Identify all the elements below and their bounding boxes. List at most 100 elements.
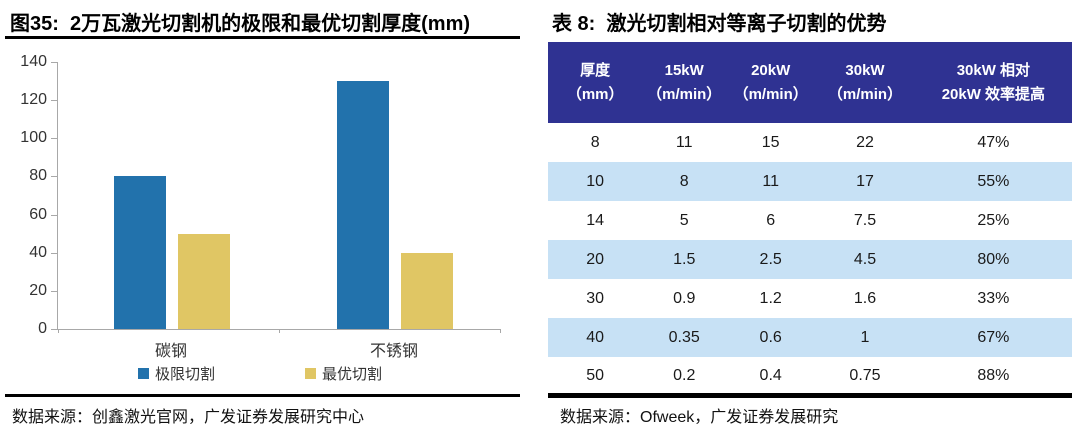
table-cell: 80% (977, 250, 1010, 268)
plot-area (57, 62, 501, 333)
table-cell: 5 (679, 211, 689, 229)
category-label: 不锈钢 (369, 343, 418, 360)
table-row: 30 0.9 1.2 1.6 33% (548, 279, 1072, 318)
y-tick-label: 60 (29, 205, 47, 223)
header-line1: 30kW 相对 (956, 61, 1031, 79)
table-cell: 20 (586, 250, 605, 268)
chart-legend: 极限切割 最优切割 (0, 363, 520, 384)
y-tick-mark (51, 290, 57, 292)
header-line1: 30kW (845, 61, 885, 79)
source-divider (5, 394, 520, 397)
y-tick-mark (51, 138, 57, 140)
table-cell: 8 (679, 172, 689, 190)
table-cell: 2.5 (759, 250, 782, 268)
table-cell: 0.4 (759, 366, 782, 384)
table-cell: 7.5 (853, 211, 877, 229)
table-cell: 33% (977, 289, 1010, 307)
table-cell: 0.2 (673, 366, 696, 384)
table-cell: 47% (977, 133, 1010, 151)
bar-group (337, 62, 453, 329)
legend-item: 极限切割 (137, 363, 215, 384)
table-row: 10 8 11 17 55% (548, 162, 1072, 201)
table-cell: 67% (977, 328, 1010, 346)
table-row: 8 11 15 22 47% (548, 123, 1072, 162)
table-cell: 30 (586, 289, 605, 307)
bar-chart: 140 120 100 80 60 40 20 0 碳钢 不锈钢 极限切割 最优切割 (0, 45, 520, 390)
table-cell: 1.6 (853, 289, 877, 307)
header-line1: 15kW (664, 61, 704, 79)
table-header: 厚度 （mm） 15kW （m/min） 20kW （m/min） 30kW （m/min） 3… (548, 42, 1072, 123)
figure-source: 数据来源：创鑫激光官网，广发证券发展研究中心 (12, 409, 365, 426)
header-line2: 20kW 效率提高 (941, 85, 1046, 103)
table-cell: 50 (586, 366, 605, 384)
header-line1: 厚度 (580, 61, 611, 79)
y-tick-label: 80 (29, 167, 47, 185)
header-line1: 20kW (751, 61, 791, 79)
table-cell: 0.35 (668, 328, 700, 346)
bar-series2 (178, 234, 230, 329)
table-title: 表 8: 激光切割相对等离子切割的优势 (552, 13, 887, 35)
table-cell: 1.2 (759, 289, 782, 307)
data-table: 厚度 （mm） 15kW （m/min） 20kW （m/min） 30kW （m/min） 3… (548, 42, 1072, 398)
table-cell: 0.6 (759, 328, 782, 346)
table-cell: 11 (675, 133, 693, 151)
header-line2: （m/min） (647, 85, 722, 103)
table-cell: 10 (586, 172, 605, 190)
header-cell: 20kW （m/min） (726, 42, 815, 123)
category-label: 碳钢 (154, 343, 187, 360)
bar-series2 (401, 253, 453, 329)
legend-swatch (137, 368, 149, 379)
bar-series1 (114, 176, 166, 329)
y-tick-label: 40 (29, 243, 47, 261)
table-row: 14 5 6 7.5 25% (548, 201, 1072, 240)
table-cell: 4.5 (853, 250, 877, 268)
table-cell: 1.5 (673, 250, 696, 268)
table-cell: 0.9 (673, 289, 696, 307)
header-cell: 厚度 （mm） (548, 42, 642, 123)
table-cell: 1 (860, 328, 870, 346)
table-cell: 55% (977, 172, 1010, 190)
y-tick-label: 100 (20, 129, 47, 147)
table-cell: 15 (761, 133, 780, 151)
title-underline (5, 36, 520, 39)
header-line2: （m/min） (827, 85, 903, 103)
table-cell: 17 (856, 172, 874, 190)
y-tick-label: 20 (29, 281, 47, 299)
y-tick-label: 140 (20, 53, 47, 70)
table-cell: 22 (856, 133, 874, 151)
table-cell: 6 (766, 211, 776, 229)
table-cell: 0.75 (849, 366, 881, 384)
legend-swatch (305, 368, 316, 379)
table-cell: 14 (586, 211, 605, 229)
table-cell: 25% (977, 211, 1010, 229)
y-tick-mark (51, 176, 57, 178)
table-row: 40 0.35 0.6 1 67% (548, 318, 1072, 357)
header-line2: （m/min） (733, 85, 808, 103)
y-tick-label: 0 (38, 320, 47, 337)
table-body: 8 11 15 22 47% 10 8 11 17 55% 14 5 6 7.5 25% 20 1.5 2.5 4.… (548, 123, 1072, 396)
legend-item: 最优切割 (305, 363, 382, 384)
y-tick-mark (51, 62, 57, 63)
table-cell: 8 (590, 133, 600, 151)
table-cell: 88% (977, 366, 1010, 384)
table-row: 20 1.5 2.5 4.5 80% (548, 240, 1072, 279)
y-tick-mark (51, 214, 57, 216)
x-tick-mark (500, 329, 501, 333)
x-tick-mark (279, 329, 280, 333)
table-cell: 11 (762, 172, 779, 190)
bar-series1 (337, 81, 389, 329)
y-tick-mark (51, 252, 57, 254)
table-row: 50 0.2 0.4 0.75 88% (548, 357, 1072, 396)
y-tick-mark (51, 329, 57, 330)
table-cell: 40 (586, 328, 605, 346)
header-cell: 30kW 相对 20kW 效率提高 (915, 42, 1072, 123)
legend-label: 最优切割 (322, 366, 383, 383)
header-line2: （mm） (566, 85, 624, 103)
header-row: 厚度 （mm） 15kW （m/min） 20kW （m/min） 30kW （m/min） 3… (548, 42, 1072, 123)
y-tick-mark (51, 100, 57, 102)
legend-label: 极限切割 (154, 366, 215, 383)
x-tick-mark (58, 329, 59, 333)
header-cell: 15kW （m/min） (642, 42, 726, 123)
y-tick-label: 120 (20, 91, 47, 109)
bar-group (114, 62, 230, 329)
